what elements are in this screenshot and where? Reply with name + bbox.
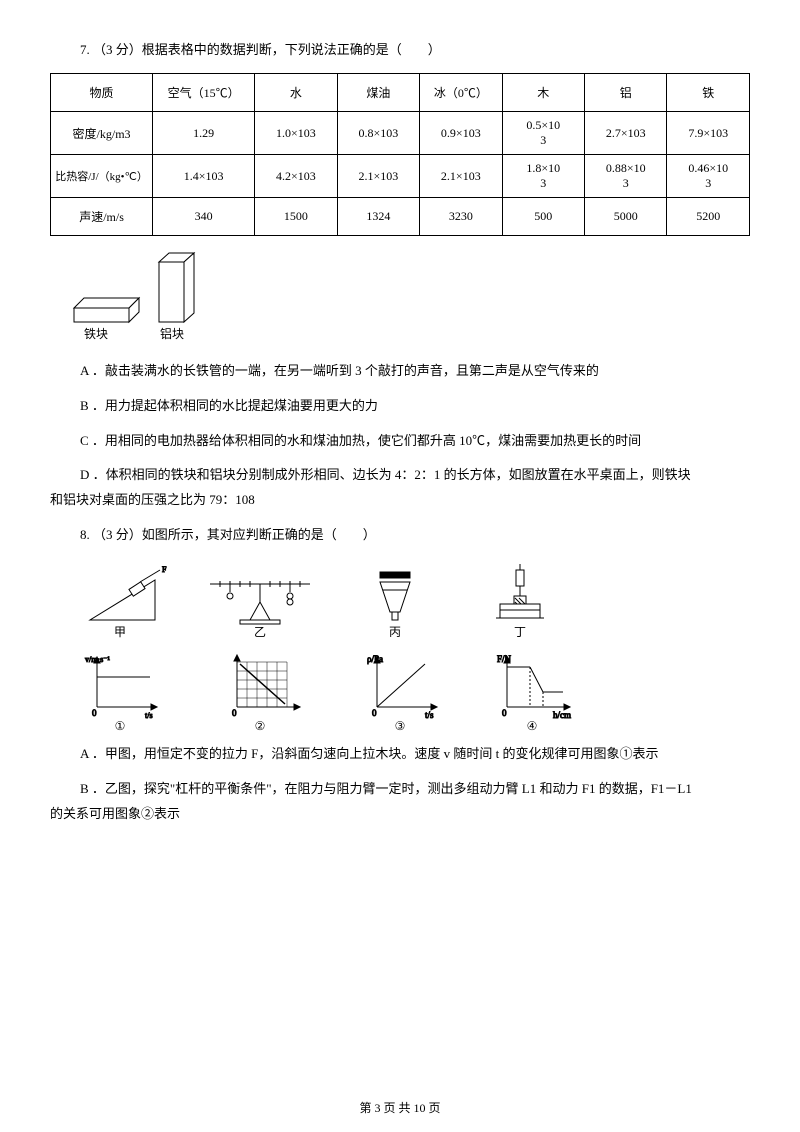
table-row-sound: 声速/m/s 340 1500 1324 3230 500 5000 5200 xyxy=(51,198,750,236)
svg-text:t/s: t/s xyxy=(145,711,153,720)
cell: 5200 xyxy=(667,198,750,236)
cell: 7.9×103 xyxy=(667,112,750,155)
svg-text:③: ③ xyxy=(395,719,406,732)
al-label: 铝块 xyxy=(160,326,184,341)
cell: 2.1×103 xyxy=(420,155,502,198)
cell: 0.5×10 3 xyxy=(502,112,584,155)
cell: 340 xyxy=(153,198,255,236)
q8-figures: F 甲 乙 丙 丁 xyxy=(80,562,750,732)
th-wood: 木 xyxy=(502,74,584,112)
table-row-density: 密度/kg/m3 1.29 1.0×103 0.8×103 0.9×103 0.… xyxy=(51,112,750,155)
cell: 1.29 xyxy=(153,112,255,155)
cell: 1.4×103 xyxy=(153,155,255,198)
q7-data-table: 物质 空气（15℃） 水 煤油 冰（0℃） 木 铝 铁 密度/kg/m3 1.2… xyxy=(50,73,750,236)
cell: 5000 xyxy=(585,198,667,236)
page-footer: 第 3 页 共 10 页 xyxy=(0,1099,800,1116)
svg-text:丙: 丙 xyxy=(389,625,401,639)
cell: 2.1×103 xyxy=(337,155,419,198)
svg-text:h/cm: h/cm xyxy=(553,710,571,720)
row-label: 声速/m/s xyxy=(51,198,153,236)
cell: 0.8×103 xyxy=(337,112,419,155)
svg-text:0: 0 xyxy=(232,708,237,718)
cell: 1.8×10 3 xyxy=(502,155,584,198)
table-row-heat: 比热容/J/（kg•℃） 1.4×103 4.2×103 2.1×103 2.1… xyxy=(51,155,750,198)
cell: 0.88×10 3 xyxy=(585,155,667,198)
q7-option-a: A ．敲击装满水的长铁管的一端，在另一端听到 3 个敲打的声音，且第二声是从空气… xyxy=(80,359,750,384)
svg-text:v/m·s⁻¹: v/m·s⁻¹ xyxy=(85,655,110,664)
q7-option-b: B ．用力提起体积相同的水比提起煤油要用更大的力 xyxy=(80,394,750,419)
svg-text:丁: 丁 xyxy=(514,625,526,639)
cell: 1.0×103 xyxy=(255,112,337,155)
table-header-row: 物质 空气（15℃） 水 煤油 冰（0℃） 木 铝 铁 xyxy=(51,74,750,112)
cell: 2.7×103 xyxy=(585,112,667,155)
cell: 4.2×103 xyxy=(255,155,337,198)
svg-text:ρ/Pa: ρ/Pa xyxy=(367,654,383,664)
th-water: 水 xyxy=(255,74,337,112)
q8-option-a: A ．甲图，用恒定不变的拉力 F，沿斜面匀速向上拉木块。速度 v 随时间 t 的… xyxy=(80,742,750,767)
svg-text:①: ① xyxy=(115,719,126,732)
cell: 0.46×10 3 xyxy=(667,155,750,198)
q7-option-d: D ．体积相同的铁块和铝块分别制成外形相同、边长为 4：2：1 的长方体，如图放… xyxy=(50,463,750,512)
q8-prompt: 8. （3 分）如图所示，其对应判断正确的是（ ） xyxy=(80,523,750,546)
svg-text:甲: 甲 xyxy=(114,625,126,639)
svg-text:②: ② xyxy=(255,719,266,732)
cell: 3230 xyxy=(420,198,502,236)
svg-text:0: 0 xyxy=(92,708,97,718)
q8-option-b: B ．乙图，探究"杠杆的平衡条件"，在阻力与阻力臂一定时，测出多组动力臂 L1 … xyxy=(50,777,750,826)
blocks-figure: 铁块 铝块 xyxy=(64,250,224,345)
row-label: 密度/kg/m3 xyxy=(51,112,153,155)
q7-prompt: 7. （3 分）根据表格中的数据判断，下列说法正确的是（ ） xyxy=(80,38,750,61)
svg-text:乙: 乙 xyxy=(254,625,266,639)
th-material: 物质 xyxy=(51,74,153,112)
cell: 1324 xyxy=(337,198,419,236)
th-kerosene: 煤油 xyxy=(337,74,419,112)
th-ice: 冰（0℃） xyxy=(420,74,502,112)
svg-text:F: F xyxy=(162,565,167,574)
svg-text:0: 0 xyxy=(502,708,507,718)
cell: 500 xyxy=(502,198,584,236)
th-al: 铝 xyxy=(585,74,667,112)
cell: 0.9×103 xyxy=(420,112,502,155)
row-label: 比热容/J/（kg•℃） xyxy=(51,155,153,198)
svg-text:④: ④ xyxy=(527,719,538,732)
th-iron: 铁 xyxy=(667,74,750,112)
q7-option-c: C ．用相同的电加热器给体积相同的水和煤油加热，使它们都升高 10℃，煤油需要加… xyxy=(80,429,750,454)
svg-text:t/s: t/s xyxy=(425,710,434,720)
iron-label: 铁块 xyxy=(84,327,108,341)
svg-text:0: 0 xyxy=(372,708,377,718)
cell: 1500 xyxy=(255,198,337,236)
th-air: 空气（15℃） xyxy=(153,74,255,112)
svg-text:F/N: F/N xyxy=(497,654,512,664)
